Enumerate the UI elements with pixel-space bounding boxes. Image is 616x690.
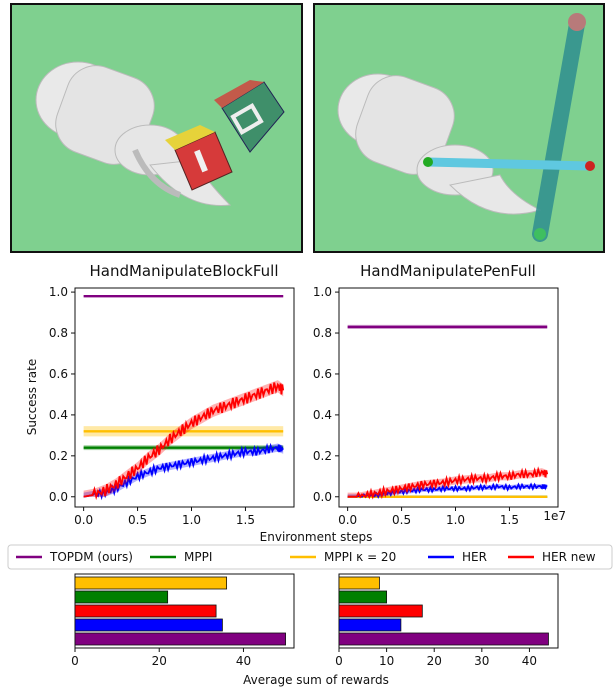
x-tick-label: 1.0 (182, 513, 201, 527)
legend-label-mppi-20: MPPI κ = 20 (324, 550, 396, 564)
x-tick-label: 40 (236, 654, 251, 668)
y-tick-label: 0.2 (49, 449, 68, 463)
series-band-her-new (83, 380, 284, 497)
plot-pen: 0.0 0.2 0.4 0.6 0.8 1.0 0.0 0.5 1.0 1.5 (313, 285, 559, 527)
series-band-her (83, 443, 284, 497)
x-tick-label: 0.0 (74, 513, 93, 527)
series-line-her (83, 442, 284, 501)
bar-her-new (74, 604, 217, 618)
x-tick-label: 1.5 (500, 513, 519, 527)
x-axis-label: Environment steps (260, 530, 373, 544)
scene-image-block (10, 3, 303, 253)
y-tick-label: 0.6 (49, 367, 68, 381)
pen-object (423, 13, 595, 242)
x-tick-label: 20 (152, 654, 167, 668)
x-tick-label: 10 (379, 654, 394, 668)
chart-title-block: HandManipulateBlockFull (89, 262, 278, 280)
y-tick-label: 0.2 (313, 449, 332, 463)
bar-mppi-20 (74, 576, 228, 590)
chart-title-pen: HandManipulatePenFull (360, 262, 536, 280)
y-tick-label: 0.6 (313, 367, 332, 381)
plot-frame (74, 287, 295, 508)
cube-object (165, 80, 285, 191)
x-tick-label: 0 (71, 654, 79, 668)
y-tick-label: 1.0 (49, 285, 68, 299)
series-line-her-new (347, 466, 549, 500)
y-tick-label: 0.0 (49, 490, 68, 504)
x-tick-label: 1.5 (236, 513, 255, 527)
series-line-her-new (83, 382, 285, 501)
legend: TOPDM (ours) MPPI MPPI κ = 20 HER HER new (7, 544, 613, 570)
plot-block: 0.0 0.2 0.4 0.6 0.8 1.0 0.0 0.5 1.0 1.5 (49, 285, 295, 527)
x-tick-label: 0.5 (392, 513, 411, 527)
legend-label-topdm-ours: TOPDM (ours) (49, 550, 133, 564)
bar-x-axis-label: Average sum of rewards (243, 673, 389, 687)
robot-hand-illustration (337, 73, 542, 215)
scene-image-pen (313, 3, 605, 253)
x-tick-label: 20 (427, 654, 442, 668)
legend-label-her-new: HER new (542, 550, 596, 564)
bar-chart-block: 0 20 40 (71, 573, 295, 668)
y-tick-label: 0.4 (49, 408, 68, 422)
bar-topdm-ours (338, 632, 549, 646)
y-axis-label: Success rate (25, 359, 39, 436)
y-tick-label: 0.4 (313, 408, 332, 422)
y-tick-label: 0.0 (313, 490, 332, 504)
bar-her-new (338, 604, 423, 618)
bar-mppi (74, 590, 169, 604)
x-tick-label: 0.5 (128, 513, 147, 527)
y-tick-label: 0.8 (313, 326, 332, 340)
x-tick-label: 40 (522, 654, 537, 668)
bar-her (74, 618, 223, 632)
legend-label-her: HER (462, 550, 487, 564)
x-tick-label: 0 (335, 654, 343, 668)
bar-mppi-20 (338, 576, 380, 590)
bar-mppi (338, 590, 388, 604)
bar-topdm-ours (74, 632, 286, 646)
x-tick-label: 1.0 (446, 513, 465, 527)
x-tick-label: 0.0 (338, 513, 357, 527)
y-tick-label: 0.8 (49, 326, 68, 340)
bar-chart-pen: 0 10 20 30 40 (335, 573, 559, 668)
x-tick-label: 30 (474, 654, 489, 668)
x-scale-label: 1e7 (543, 509, 566, 523)
bar-her (338, 618, 402, 632)
legend-label-mppi: MPPI (184, 550, 212, 564)
y-tick-label: 1.0 (313, 285, 332, 299)
